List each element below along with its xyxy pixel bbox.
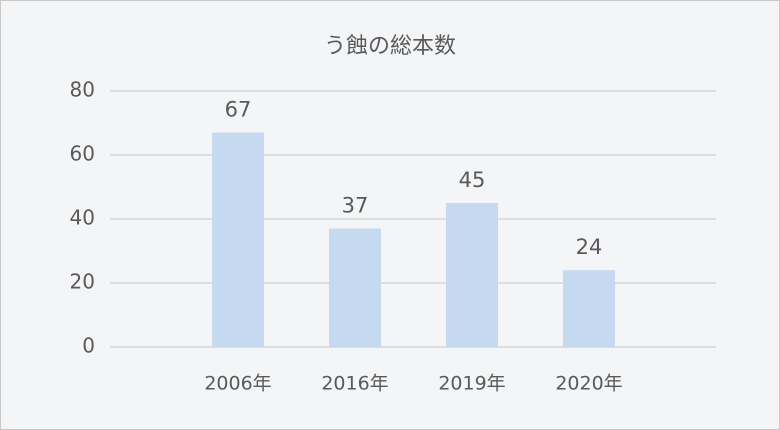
y-tick-label: 80: [70, 78, 95, 102]
value-label: 37: [342, 194, 369, 218]
y-tick-label: 60: [70, 142, 95, 166]
x-tick-label: 2020年: [555, 373, 622, 395]
bar: [563, 270, 615, 347]
chart-title: う蝕の総本数: [324, 34, 456, 59]
value-label: 24: [576, 235, 603, 259]
y-tick-label: 0: [82, 334, 95, 358]
x-tick-label: 2006年: [204, 373, 271, 395]
value-label: 45: [459, 168, 486, 192]
x-tick-label: 2019年: [438, 373, 505, 395]
bar: [446, 203, 498, 347]
bar: [329, 228, 381, 347]
value-label: 67: [225, 98, 252, 122]
bar: [212, 132, 264, 347]
y-tick-label: 40: [70, 206, 95, 230]
y-tick-label: 20: [70, 270, 95, 294]
x-tick-label: 2016年: [321, 373, 388, 395]
